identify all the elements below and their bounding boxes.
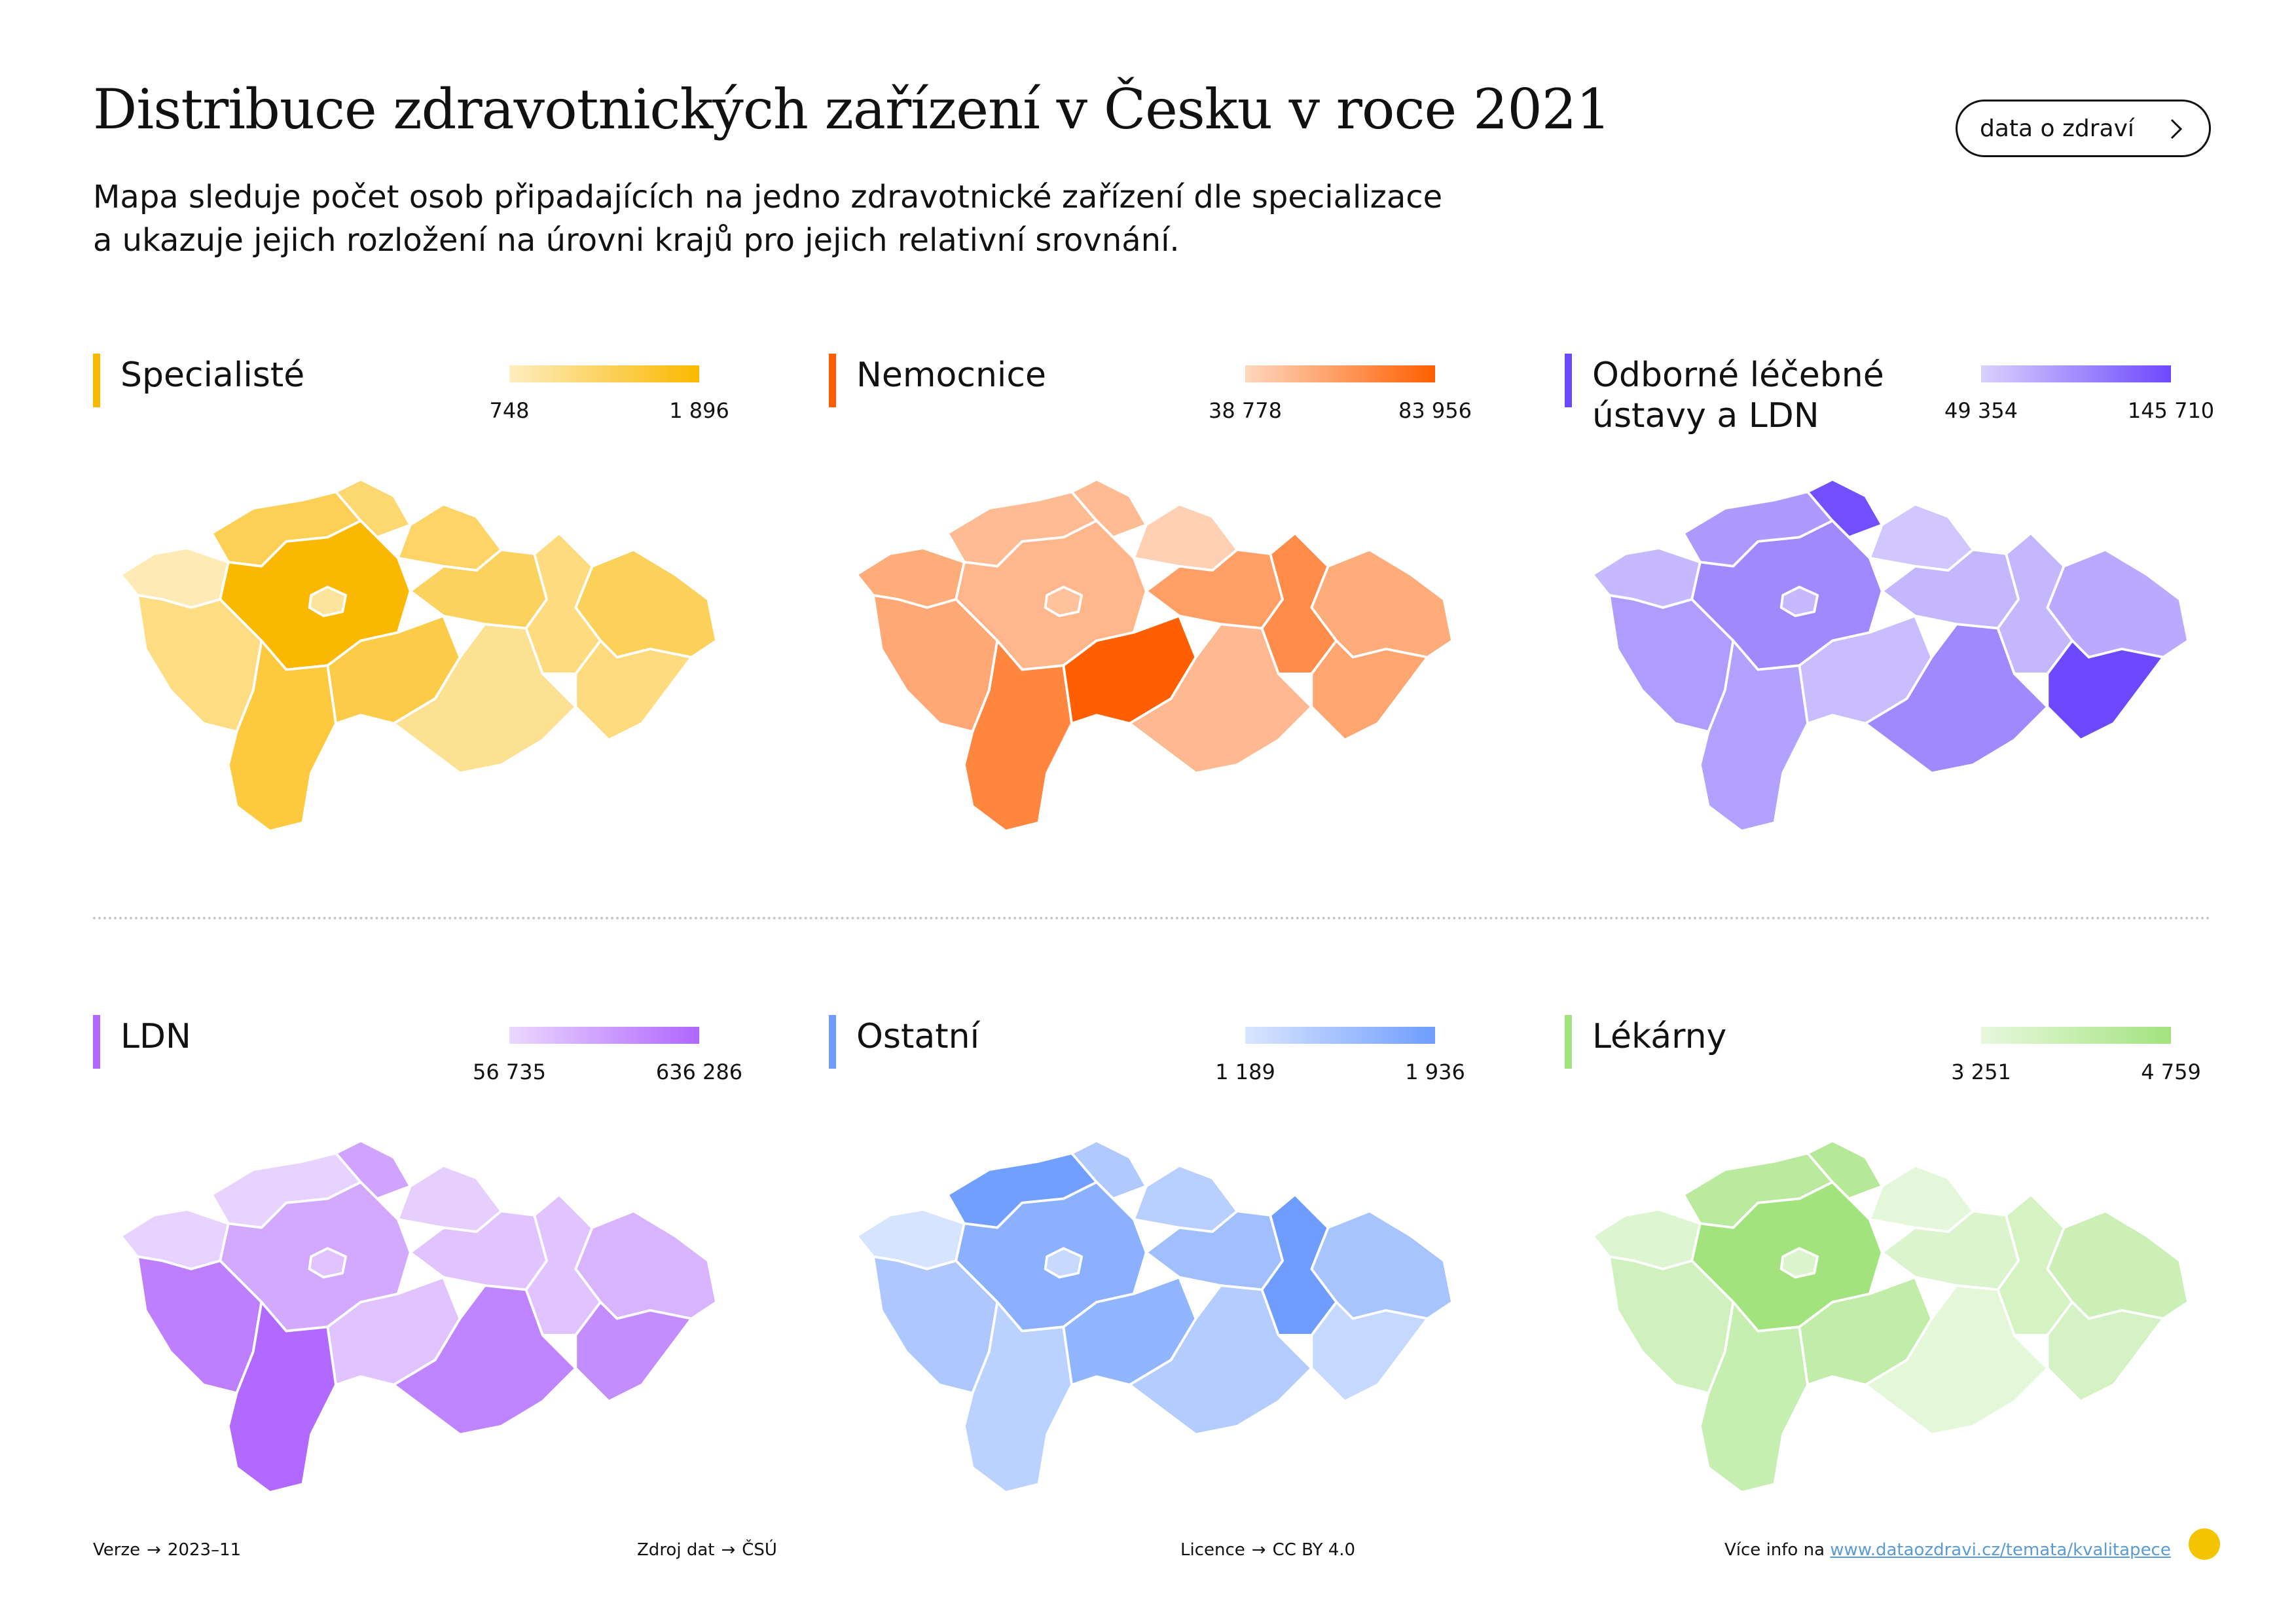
legend-min-label: 1 189 bbox=[1215, 1060, 1275, 1084]
region-zlk[interactable] bbox=[574, 639, 693, 741]
section-divider bbox=[93, 917, 2212, 919]
footer-more-label: Více info na bbox=[1724, 1540, 1825, 1560]
region-hkk[interactable] bbox=[1132, 503, 1239, 572]
region-jhc[interactable] bbox=[1698, 1301, 1809, 1494]
footer-more-link[interactable]: www.dataozdravi.cz/temata/kvalitapece bbox=[1830, 1540, 2171, 1560]
arrow-icon: → bbox=[721, 1540, 736, 1560]
footer-source: Zdroj dat → ČSÚ bbox=[637, 1540, 777, 1560]
region-pha[interactable] bbox=[1779, 585, 1819, 618]
subtitle-line-2: a ukazuje jejich rozložení na úrovni kra… bbox=[93, 222, 1180, 259]
arrow-icon: → bbox=[1251, 1540, 1266, 1560]
legend-min-label: 56 735 bbox=[473, 1060, 546, 1084]
logo-icon bbox=[2189, 1528, 2220, 1560]
panel-accent-bar bbox=[93, 1015, 100, 1069]
footer-license-label: Licence bbox=[1180, 1540, 1245, 1560]
footer-version: Verze → 2023–11 bbox=[93, 1540, 241, 1560]
panel-accent-bar bbox=[93, 354, 100, 407]
map-panel: Lékárny 3 251 4 759 bbox=[1565, 1015, 2219, 1578]
panel-title: Nemocnice bbox=[856, 356, 1046, 395]
region-jhm[interactable] bbox=[1864, 623, 2049, 775]
map-panel: Odborné léčebné ústavy a LDN 49 354 145 71… bbox=[1565, 354, 2219, 917]
legend-gradient-bar bbox=[1245, 1027, 1435, 1044]
panel-accent-bar bbox=[1565, 354, 1572, 407]
panel-accent-bar bbox=[1565, 1015, 1572, 1069]
region-hkk[interactable] bbox=[396, 1164, 503, 1233]
region-zlk[interactable] bbox=[574, 1301, 693, 1403]
region-pha[interactable] bbox=[1779, 1247, 1819, 1279]
legend-min-label: 748 bbox=[489, 398, 530, 423]
czech-regions-map bbox=[119, 478, 718, 832]
map-panel: LDN 56 735 636 286 bbox=[93, 1015, 748, 1578]
footer-source-value: ČSÚ bbox=[742, 1540, 777, 1560]
chevron-right-icon bbox=[2170, 119, 2183, 139]
footer-more-info: Více info na www.dataozdravi.cz/temata/k… bbox=[1724, 1540, 2171, 1560]
map-panel: Ostatní 1 189 1 936 bbox=[829, 1015, 1484, 1578]
region-pha[interactable] bbox=[1044, 1247, 1084, 1279]
region-hkk[interactable] bbox=[396, 503, 503, 572]
legend-max-label: 636 286 bbox=[655, 1060, 743, 1084]
region-pha[interactable] bbox=[308, 585, 348, 618]
region-zlk[interactable] bbox=[1310, 1301, 1429, 1403]
legend-max-label: 1 936 bbox=[1405, 1060, 1465, 1084]
region-jhc[interactable] bbox=[962, 1301, 1073, 1494]
region-jhc[interactable] bbox=[962, 639, 1073, 832]
footer-version-label: Verze bbox=[93, 1540, 141, 1560]
panel-accent-bar bbox=[829, 354, 836, 407]
region-jhm[interactable] bbox=[1128, 623, 1313, 775]
region-jhm[interactable] bbox=[392, 1284, 577, 1436]
panel-accent-bar bbox=[829, 1015, 836, 1069]
panel-title: Specialisté bbox=[120, 356, 305, 395]
legend-min-label: 49 354 bbox=[1944, 398, 2018, 423]
data-o-zdravi-button[interactable]: data o zdraví bbox=[1956, 100, 2211, 157]
legend-gradient-bar bbox=[1981, 1027, 2171, 1044]
czech-regions-map bbox=[855, 478, 1453, 832]
legend-gradient-bar bbox=[1981, 365, 2171, 382]
czech-regions-map bbox=[855, 1139, 1453, 1494]
region-jhc[interactable] bbox=[227, 1301, 337, 1494]
region-jhc[interactable] bbox=[227, 639, 337, 832]
panel-title: LDN bbox=[120, 1017, 191, 1056]
czech-regions-map bbox=[1591, 478, 2189, 832]
footer-license-value: CC BY 4.0 bbox=[1272, 1540, 1356, 1560]
region-jhm[interactable] bbox=[1864, 1284, 2049, 1436]
czech-regions-map bbox=[1591, 1139, 2189, 1494]
subtitle-line-1: Mapa sleduje počet osob připadajících na… bbox=[93, 179, 1443, 215]
region-jhm[interactable] bbox=[392, 623, 577, 775]
region-jhc[interactable] bbox=[1698, 639, 1809, 832]
region-zlk[interactable] bbox=[2046, 639, 2165, 741]
data-o-zdravi-button-label: data o zdraví bbox=[1980, 115, 2134, 142]
arrow-icon: → bbox=[147, 1540, 161, 1560]
legend-max-label: 83 956 bbox=[1398, 398, 1472, 423]
legend-gradient-bar bbox=[509, 1027, 699, 1044]
region-zlk[interactable] bbox=[2046, 1301, 2165, 1403]
region-hkk[interactable] bbox=[1132, 1164, 1239, 1233]
legend-max-label: 4 759 bbox=[2141, 1060, 2201, 1084]
footer-license: Licence → CC BY 4.0 bbox=[1180, 1540, 1355, 1560]
page-subtitle: Mapa sleduje počet osob připadajících na… bbox=[93, 175, 1664, 262]
map-panel: Specialisté 748 1 896 bbox=[93, 354, 748, 917]
czech-regions-map bbox=[119, 1139, 718, 1494]
page-title: Distribuce zdravotnických zařízení v Čes… bbox=[93, 77, 1611, 141]
footer-source-label: Zdroj dat bbox=[637, 1540, 715, 1560]
footer-version-value: 2023–11 bbox=[167, 1540, 242, 1560]
legend-gradient-bar bbox=[509, 365, 699, 382]
panel-title: Odborné léčebné ústavy a LDN bbox=[1592, 356, 1884, 435]
map-panel: Nemocnice 38 778 83 956 bbox=[829, 354, 1484, 917]
region-jhm[interactable] bbox=[1128, 1284, 1313, 1436]
legend-max-label: 1 896 bbox=[669, 398, 729, 423]
panel-title: Ostatní bbox=[856, 1017, 980, 1056]
legend-max-label: 145 710 bbox=[2127, 398, 2215, 423]
legend-min-label: 38 778 bbox=[1209, 398, 1282, 423]
region-pha[interactable] bbox=[1044, 585, 1084, 618]
panel-title: Lékárny bbox=[1592, 1017, 1727, 1056]
legend-min-label: 3 251 bbox=[1951, 1060, 2011, 1084]
region-hkk[interactable] bbox=[1868, 1164, 1975, 1233]
region-hkk[interactable] bbox=[1868, 503, 1975, 572]
region-pha[interactable] bbox=[308, 1247, 348, 1279]
legend-gradient-bar bbox=[1245, 365, 1435, 382]
region-zlk[interactable] bbox=[1310, 639, 1429, 741]
